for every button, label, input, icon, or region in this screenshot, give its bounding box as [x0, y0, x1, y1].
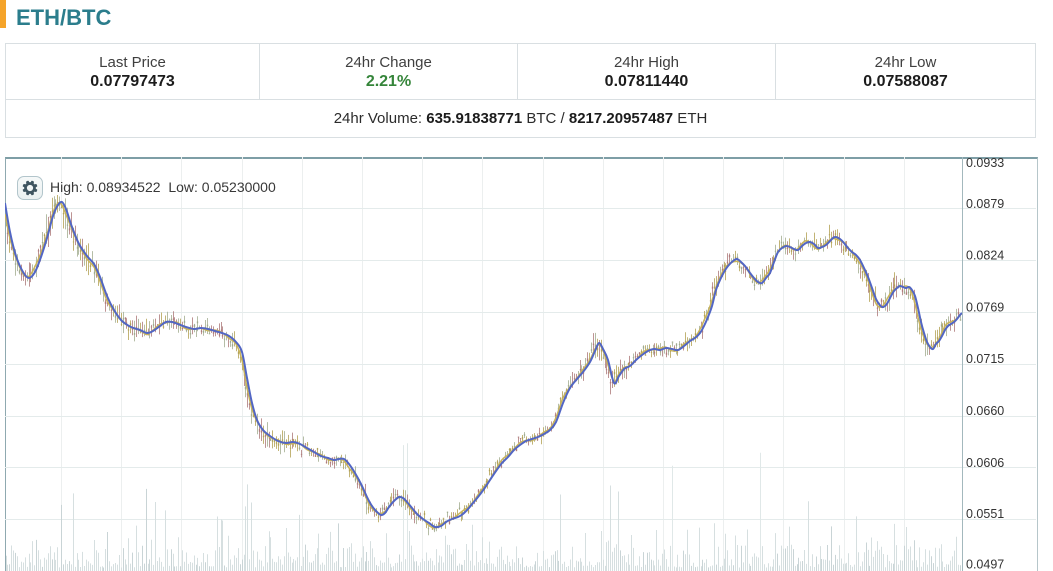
svg-text:0.0879: 0.0879 — [966, 197, 1004, 211]
svg-text:0.0824: 0.0824 — [966, 249, 1004, 263]
svg-text:0.0497: 0.0497 — [966, 558, 1004, 571]
svg-text:0.0769: 0.0769 — [966, 300, 1004, 314]
svg-text:0.0933: 0.0933 — [966, 157, 1004, 170]
svg-text:0.0551: 0.0551 — [966, 507, 1004, 521]
svg-text:0.0660: 0.0660 — [966, 404, 1004, 418]
svg-text:0.0606: 0.0606 — [966, 456, 1004, 470]
svg-text:0.0715: 0.0715 — [966, 352, 1004, 366]
